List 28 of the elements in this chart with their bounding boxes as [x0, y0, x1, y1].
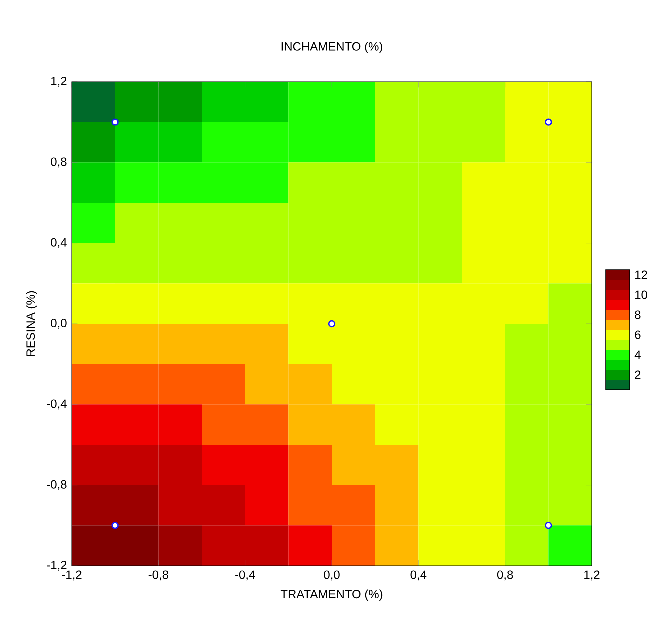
x-tick-label: 1,2: [584, 570, 600, 581]
y-tick-label: 0,4: [51, 238, 67, 248]
x-tick-label: 0,4: [410, 570, 427, 581]
x-tick-label: 0,8: [497, 570, 514, 581]
y-tick-label: -0,8: [47, 480, 67, 490]
y-tick-label: 1,2: [52, 77, 67, 87]
x-tick-label: -1,2: [62, 570, 82, 581]
color-bar-label: 8: [635, 310, 641, 320]
x-tick-label: 0,0: [324, 570, 340, 581]
point: [328, 320, 336, 328]
chart-title: INCHAMENTO (%): [282, 42, 382, 54]
point: [112, 118, 119, 126]
y-tick-label: 0,0: [51, 319, 67, 329]
y-tick-label: -1,2: [47, 561, 67, 571]
y-tick-label: -0,4: [47, 400, 67, 410]
y-tick-label: 0,8: [51, 158, 67, 168]
x-axis-title: TRATAMENTO (%): [280, 590, 383, 601]
color-bar-label: 4: [634, 350, 641, 360]
color-bar-label: 10: [636, 290, 648, 300]
x-tick-label: -0,4: [236, 570, 256, 581]
color-bar-label: 6: [635, 330, 641, 340]
point: [545, 522, 552, 530]
x-tick-label: -0,8: [148, 570, 168, 581]
point: [112, 522, 119, 530]
y-axis-title: RESINA (%): [26, 291, 38, 356]
color-bar-label: 12: [636, 270, 648, 280]
color-bar-label: 2: [635, 370, 641, 380]
point: [545, 118, 552, 126]
